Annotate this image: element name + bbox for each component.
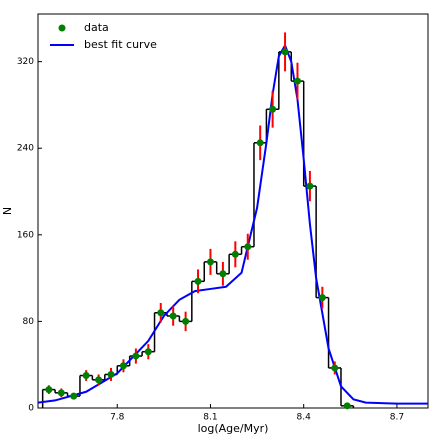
fit-curve bbox=[37, 43, 428, 405]
y-axis-label: N bbox=[1, 207, 14, 215]
legend-label: data bbox=[84, 21, 109, 34]
y-tick-label: 0 bbox=[28, 404, 34, 414]
data-point bbox=[231, 250, 239, 258]
data-point bbox=[206, 258, 214, 266]
data-point bbox=[45, 386, 53, 394]
plot-frame bbox=[37, 13, 429, 409]
data-point bbox=[331, 364, 339, 372]
y-tick-label: 240 bbox=[17, 144, 34, 154]
y-tick-label: 160 bbox=[17, 230, 34, 240]
y-tick-label: 80 bbox=[23, 317, 35, 327]
data-point bbox=[256, 139, 264, 147]
x-tick-label: 7.8 bbox=[110, 413, 125, 423]
y-tick-label: 320 bbox=[17, 57, 34, 67]
data-point bbox=[57, 389, 65, 397]
data-point bbox=[157, 309, 165, 317]
data-point bbox=[194, 277, 202, 285]
data-point bbox=[318, 294, 326, 302]
data-point bbox=[107, 370, 115, 378]
data-point bbox=[82, 372, 90, 380]
x-tick-label: 8.1 bbox=[203, 413, 217, 423]
data-point bbox=[219, 270, 227, 278]
data-point bbox=[244, 243, 252, 251]
data-point bbox=[132, 352, 140, 360]
x-tick-label: 8.4 bbox=[297, 413, 312, 423]
data-point bbox=[269, 105, 277, 113]
data-point bbox=[169, 312, 177, 320]
x-axis-label: log(Age/Myr) bbox=[198, 422, 269, 435]
data-point bbox=[293, 77, 301, 85]
data-point bbox=[343, 402, 351, 410]
legend-marker bbox=[58, 24, 66, 32]
data-point bbox=[95, 376, 103, 384]
legend-label: best fit curve bbox=[84, 38, 157, 51]
data-point bbox=[119, 362, 127, 370]
data-point bbox=[144, 348, 152, 356]
data-point bbox=[182, 317, 190, 325]
data-point bbox=[70, 392, 78, 400]
data-point bbox=[281, 48, 289, 56]
x-tick-label: 8.7 bbox=[390, 413, 404, 423]
data-point bbox=[306, 182, 314, 190]
